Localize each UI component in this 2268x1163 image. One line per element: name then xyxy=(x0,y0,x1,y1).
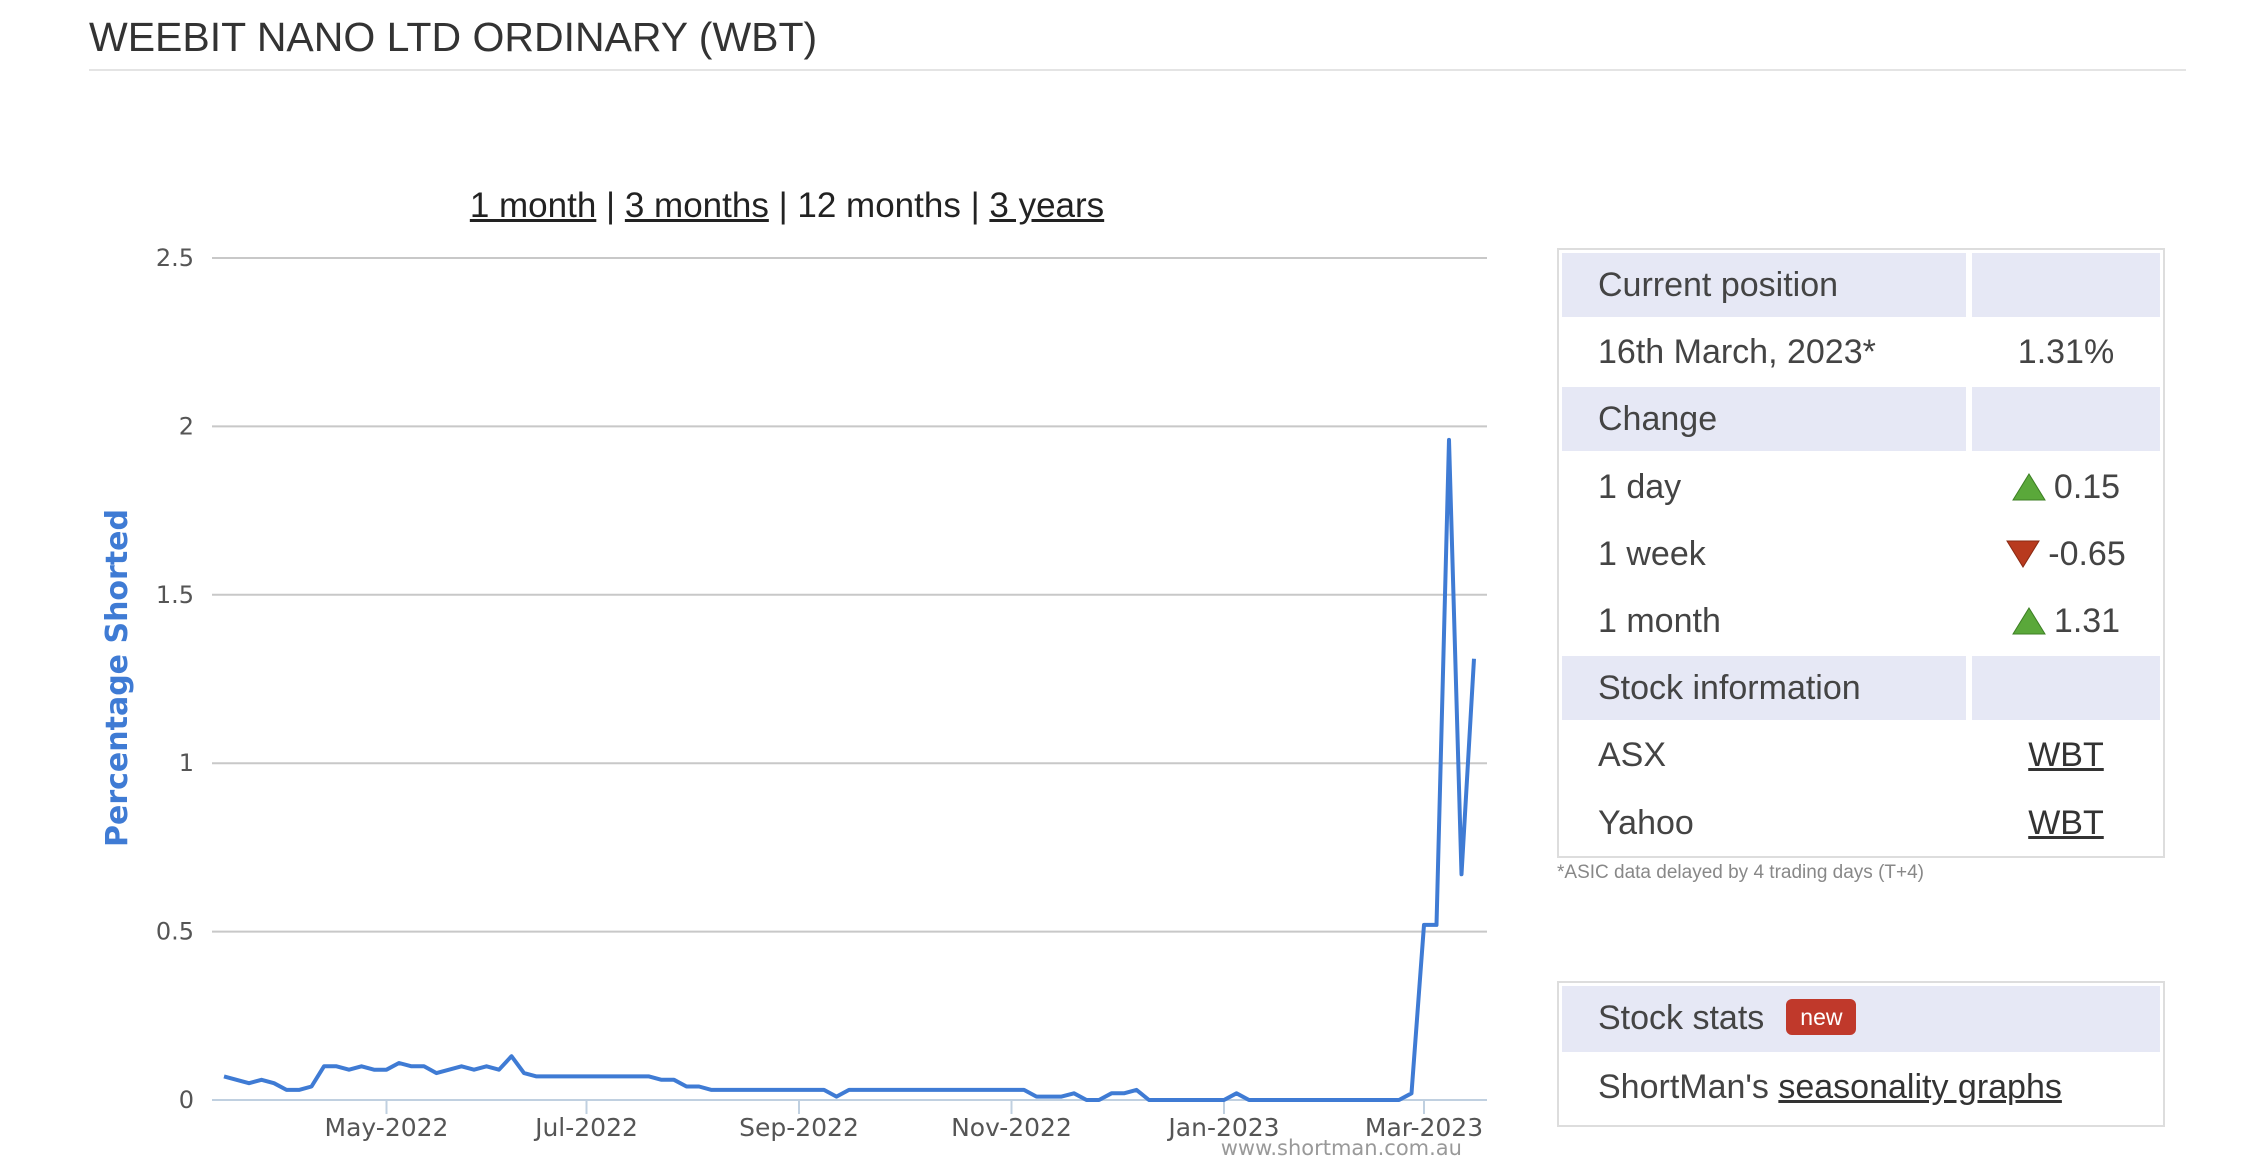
ticker-link[interactable]: WBT xyxy=(2028,803,2104,842)
table-row: ASX WBT xyxy=(1562,723,2160,787)
value-cell: WBT xyxy=(1972,791,2160,855)
label-cell: 16th March, 2023* xyxy=(1598,333,1876,372)
table-header-row: Stock information xyxy=(1562,656,2160,721)
value-cell: WBT xyxy=(1972,723,2160,787)
header-cell: Current position xyxy=(1562,253,1966,317)
label-cell: 1 month xyxy=(1598,602,1721,640)
divider xyxy=(89,69,2186,71)
label-cell: 1 week xyxy=(1598,534,1706,573)
separator: | xyxy=(970,186,980,225)
table-row: 16th March, 2023* 1.31% xyxy=(1562,320,2160,384)
value-cell xyxy=(1972,253,2160,317)
page-title: WEEBIT NANO LTD ORDINARY (WBT) xyxy=(89,14,818,60)
table-header-row: Current position xyxy=(1562,253,2160,317)
up-arrow xyxy=(2012,607,2046,635)
value-cell xyxy=(1972,387,2160,452)
x-tick-label: Jan-2023 xyxy=(1166,1113,1279,1142)
value-cell: 1.31% xyxy=(1972,320,2160,384)
x-tick-label: May-2022 xyxy=(325,1113,449,1142)
range-link[interactable]: 3 months xyxy=(624,186,769,225)
value-cell: 1.31 xyxy=(1972,589,2160,653)
table-row: 1 day 0.15 xyxy=(1562,455,2160,519)
y-tick-label: 0 xyxy=(179,1086,194,1114)
label-cell: Yahoo xyxy=(1598,803,1694,842)
data-line xyxy=(223,437,1476,1102)
value-cell xyxy=(1972,656,2160,721)
stats-prefix: ShortMan's xyxy=(1598,1068,1769,1106)
stats-cell: ShortMan's seasonality graphs xyxy=(1562,1055,2160,1119)
table-row: Yahoo WBT xyxy=(1562,791,2160,855)
header-cell: Stock information xyxy=(1562,656,1966,721)
x-tick-label: Nov-2022 xyxy=(951,1113,1072,1142)
y-axis-label: Percentage Shorted xyxy=(100,509,135,847)
x-tick-label: Sep-2022 xyxy=(739,1113,859,1142)
ticker-link[interactable]: WBT xyxy=(2028,736,2104,775)
change-value: 1.31 xyxy=(2053,602,2121,640)
stats-title: Stock stats xyxy=(1598,999,1765,1037)
table-row: 1 week -0.65 xyxy=(1562,522,2160,586)
stats-row: ShortMan's seasonality graphs xyxy=(1562,1055,2160,1119)
stats-header-cell: Stock stats new xyxy=(1562,986,2160,1052)
watermark: www.shortman.com.au xyxy=(1221,1136,1462,1160)
separator: | xyxy=(606,186,616,225)
separator: | xyxy=(778,186,788,225)
x-tick-label: Mar-2023 xyxy=(1365,1113,1483,1142)
up-arrow xyxy=(2012,472,2046,501)
y-tick-label: 1 xyxy=(179,749,194,777)
footnote: *ASIC data delayed by 4 trading days (T+… xyxy=(1557,862,1925,883)
info-table: Current position 16th March, 2023* 1.31% Ch… xyxy=(1557,248,2165,858)
label-cell: ASX xyxy=(1598,736,1667,775)
label-cell: 1 day xyxy=(1598,467,1682,506)
value-cell: 0.15 xyxy=(1972,455,2160,519)
stats-box: Stock stats new ShortMan's seasonality gr… xyxy=(1557,981,2165,1127)
x-tick-label: Jul-2022 xyxy=(533,1113,638,1142)
down-arrow xyxy=(2006,540,2041,568)
table-row: 1 month 1.31 xyxy=(1562,589,2160,653)
new-badge: new xyxy=(1786,999,1857,1035)
chart: 0 0.5 1 1.5 2 2.5 Percentage Shorted May-2022 Ju… xyxy=(100,244,1487,1160)
change-value: -0.65 xyxy=(2048,534,2126,573)
y-tick-label: 1.5 xyxy=(156,581,194,609)
table-header-row: Change xyxy=(1562,387,2160,452)
value-cell: -0.65 xyxy=(1972,522,2160,586)
change-value: 0.15 xyxy=(2053,467,2121,506)
range-link[interactable]: 1 month xyxy=(469,186,597,225)
header-cell: Change xyxy=(1562,387,1966,452)
range-selector: 1 month | 3 months | 12 months | 3 years xyxy=(0,186,1574,226)
y-tick-label: 2 xyxy=(179,412,194,440)
stats-header: Stock stats new xyxy=(1562,986,2160,1052)
range-link[interactable]: 3 years xyxy=(989,186,1105,225)
range-current: 12 months xyxy=(797,186,961,225)
seasonality-link[interactable]: seasonality graphs xyxy=(1778,1068,2062,1106)
position-value: 1.31% xyxy=(2017,333,2115,372)
y-tick-label: 0.5 xyxy=(156,918,194,946)
y-tick-label: 2.5 xyxy=(156,244,194,272)
